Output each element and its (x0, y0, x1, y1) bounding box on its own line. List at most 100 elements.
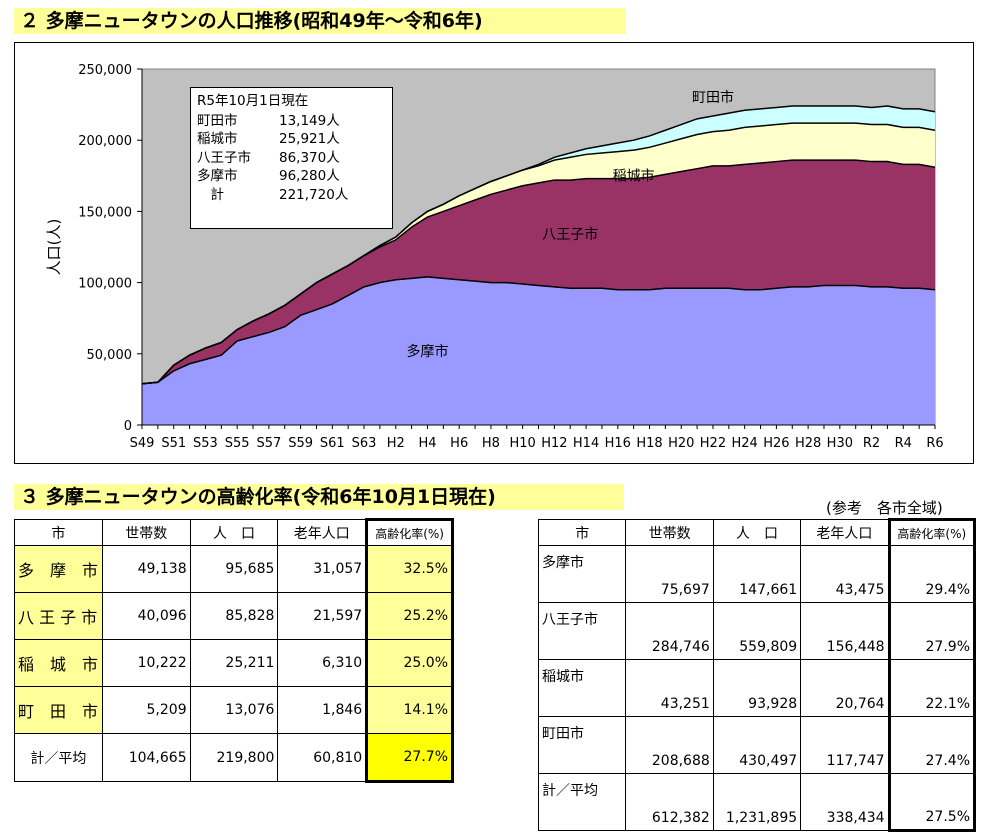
cell-households: 49,138 (101, 545, 191, 593)
x-tick-label: H16 (605, 436, 631, 451)
header-rate: 高齢化率(%) (887, 518, 977, 546)
annotation-value: 13,149人 (279, 112, 340, 129)
annotation-box: R5年10月1日現在 町田市 13,149人 稲城市 25,921人 八王子市 … (190, 87, 393, 229)
area-label: 多摩市 (406, 343, 448, 360)
population-chart: 0 50,000 100,000 150,000 200,000 250,000 人口(人)… (14, 42, 974, 464)
cell-rate: 32.5% (365, 545, 454, 593)
cell-population: 147,661 (712, 545, 802, 603)
area-label: 町田市 (692, 89, 734, 106)
section-title-population: ２ 多摩ニュータウンの人口推移(昭和49年～令和6年) (14, 8, 626, 34)
y-tick-label: 250,000 (78, 63, 132, 78)
annotation-row: 稲城市 25,921人 (197, 130, 386, 149)
city-aging-table: 市 世帯数 人 口 老年人口 高齢化率(%) 多摩市 75,697 147,66… (537, 518, 977, 832)
table-header-row: 市 世帯数 人 口 老年人口 高齢化率(%) (537, 518, 977, 546)
table-row: 八王子市 284,746 559,809 156,448 27.9% (537, 602, 977, 660)
y-tick-label: 150,000 (78, 205, 132, 220)
x-tick-label: H12 (541, 436, 567, 451)
x-tick-label: S51 (161, 436, 186, 451)
x-tick-label: H8 (482, 436, 500, 451)
y-tick-label: 100,000 (78, 277, 132, 292)
annotation-city: 多摩市 (197, 168, 238, 184)
header-city: 市 (14, 519, 103, 546)
annotation-row: 町田市 13,149人 (197, 112, 386, 131)
cell-rate: 25.0% (365, 639, 454, 687)
x-tick-label: H30 (827, 436, 853, 451)
annotation-value: 96,280人 (279, 168, 340, 184)
x-tick-label: H4 (418, 436, 436, 451)
x-tick-label: S53 (193, 436, 218, 451)
table-row: 町 田 市 5,209 13,076 1,846 14.1% (14, 686, 454, 734)
x-tick-label: S59 (288, 436, 313, 451)
x-tick-label: H24 (732, 436, 758, 451)
annotation-value: 221,720人 (279, 186, 349, 203)
cell-city: 多摩市 (537, 545, 627, 603)
series-line-0 (141, 276, 936, 385)
x-tick-label: H22 (700, 436, 726, 451)
annotation-row: 計 221,720人 (197, 186, 386, 205)
cell-elderly: 117,747 (800, 716, 890, 774)
cell-rate: 25.2% (365, 592, 454, 640)
cell-households: 40,096 (101, 592, 191, 640)
cell-rate: 22.1% (887, 659, 977, 717)
cell-population: 25,211 (189, 639, 279, 687)
annotation-title: R5年10月1日現在 (197, 93, 309, 109)
table-row-total: 計／平均 612,382 1,231,895 338,434 27.5% (537, 773, 977, 832)
table-row: 八 王 子 市 40,096 85,828 21,597 25.2% (14, 592, 454, 640)
header-households: 世帯数 (101, 519, 191, 546)
cell-households: 75,697 (625, 545, 714, 603)
reference-label: (参考 各市全域) (826, 499, 943, 517)
cell-rate: 27.4% (887, 716, 977, 774)
x-tick-label: H2 (387, 436, 405, 451)
cell-rate: 14.1% (365, 686, 454, 734)
cell-city: 多 摩 市 (14, 545, 103, 593)
series-area-1 (142, 160, 935, 384)
cell-households: 5,209 (101, 686, 191, 734)
cell-elderly: 1,846 (277, 686, 368, 734)
y-tick-label: 50,000 (87, 348, 133, 363)
x-tick-label: H14 (573, 436, 599, 451)
x-tick-label: R4 (895, 436, 912, 451)
header-elderly: 老年人口 (800, 519, 890, 546)
annotation-value: 25,921人 (279, 131, 340, 147)
annotation-row: 多摩市 96,280人 (197, 167, 386, 186)
cell-households: 104,665 (101, 733, 191, 782)
table-header-row: 市 世帯数 人 口 老年人口 高齢化率(%) (14, 518, 454, 546)
header-population: 人 口 (189, 519, 279, 546)
series-line-3 (141, 105, 936, 385)
cell-elderly: 21,597 (277, 592, 368, 640)
cell-population: 93,928 (712, 659, 802, 717)
series-area-2 (142, 123, 935, 384)
y-axis-label: 人口(人) (45, 219, 63, 276)
section-title-aging: ３ 多摩ニュータウンの高齢化率(令和6年10月1日現在) (14, 484, 624, 510)
cell-population: 559,809 (712, 602, 802, 660)
cell-city: 八王子市 (537, 602, 627, 660)
header-population: 人 口 (712, 519, 802, 546)
x-tick-label: S57 (256, 436, 281, 451)
x-tick-label: S63 (352, 436, 377, 451)
table-row: 町田市 208,688 430,497 117,747 27.4% (537, 716, 977, 774)
x-tick-label: H28 (795, 436, 821, 451)
cell-elderly: 60,810 (277, 733, 368, 782)
cell-city: 稲城市 (537, 659, 627, 717)
cell-city: 稲 城 市 (14, 639, 103, 687)
annotation-row: 八王子市 86,370人 (197, 149, 386, 168)
table-row-total: 計／平均 104,665 219,800 60,810 27.7% (14, 733, 454, 783)
table-row: 稲 城 市 10,222 25,211 6,310 25.0% (14, 639, 454, 687)
header-households: 世帯数 (625, 519, 714, 546)
cell-population: 95,685 (189, 545, 279, 593)
x-tick-label: H10 (509, 436, 535, 451)
y-tick-label: 0 (124, 419, 132, 434)
cell-population: 13,076 (189, 686, 279, 734)
cell-rate: 29.4% (887, 545, 977, 603)
cell-elderly: 43,475 (800, 545, 890, 603)
cell-city: 計／平均 (537, 773, 627, 831)
cell-rate: 27.5% (887, 773, 977, 832)
cell-city: 八 王 子 市 (14, 592, 103, 640)
x-tick-label: H26 (763, 436, 789, 451)
cell-population: 85,828 (189, 592, 279, 640)
cell-households: 10,222 (101, 639, 191, 687)
header-rate: 高齢化率(%) (365, 518, 454, 546)
x-tick-label: H20 (668, 436, 694, 451)
x-tick-label: H6 (450, 436, 468, 451)
y-tick-label: 200,000 (78, 134, 132, 149)
